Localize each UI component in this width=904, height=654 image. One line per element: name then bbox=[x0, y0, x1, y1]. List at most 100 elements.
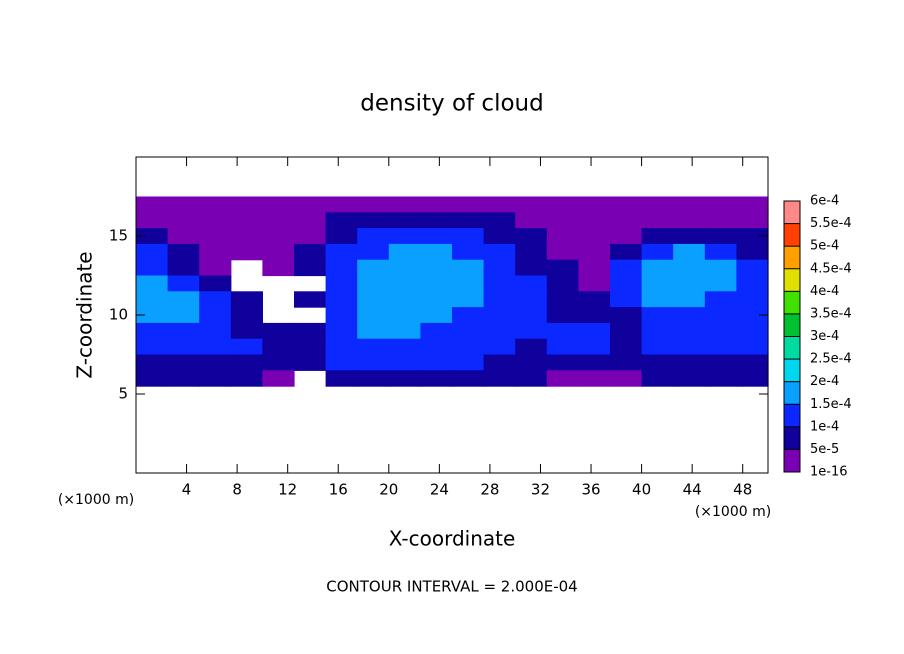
field-cell bbox=[357, 370, 390, 387]
field-cell bbox=[357, 196, 390, 213]
field-cell bbox=[388, 322, 421, 340]
x-tick-label: 32 bbox=[531, 481, 550, 499]
field-cell bbox=[230, 370, 263, 387]
field-cell bbox=[610, 338, 643, 356]
field-cell bbox=[515, 354, 548, 371]
y-tick-label: 15 bbox=[109, 227, 128, 245]
field-cell bbox=[325, 338, 358, 356]
field-cell bbox=[420, 291, 453, 308]
field-cell bbox=[610, 212, 643, 229]
field-cell bbox=[546, 291, 579, 308]
field-cell bbox=[199, 370, 232, 387]
field-cell bbox=[546, 243, 579, 261]
field-cell bbox=[167, 370, 200, 387]
field-cell bbox=[199, 307, 232, 324]
field-cell bbox=[420, 322, 453, 340]
field-cell bbox=[136, 228, 169, 245]
field-cell bbox=[641, 275, 674, 292]
field-cell bbox=[167, 275, 200, 292]
colorbar-label: 3e-4 bbox=[810, 329, 839, 344]
field-cell bbox=[262, 196, 295, 213]
field-cell bbox=[325, 370, 358, 387]
field-cell bbox=[452, 322, 485, 340]
field-cell bbox=[641, 370, 674, 387]
field-cell bbox=[673, 228, 706, 245]
field-cell bbox=[546, 196, 579, 213]
field-cell bbox=[673, 338, 706, 356]
field-cell bbox=[262, 243, 295, 261]
field-cell bbox=[546, 322, 579, 340]
field-cell bbox=[736, 370, 769, 387]
field-cell bbox=[325, 322, 358, 340]
field-cell bbox=[578, 354, 611, 371]
field-cell bbox=[167, 196, 200, 213]
field-cell bbox=[546, 338, 579, 356]
field-cell bbox=[610, 228, 643, 245]
field-cell bbox=[641, 212, 674, 229]
field-cell bbox=[736, 322, 769, 340]
field-cell bbox=[262, 212, 295, 229]
x-tick-label: 12 bbox=[278, 481, 297, 499]
field-cell bbox=[610, 275, 643, 292]
field-cell bbox=[452, 338, 485, 356]
field-cell bbox=[357, 291, 390, 308]
field-cell bbox=[704, 307, 737, 324]
field-cell bbox=[736, 196, 769, 213]
colorbar-label: 4.5e-4 bbox=[810, 261, 852, 276]
colorbar-band bbox=[784, 246, 800, 269]
colorbar-band bbox=[784, 223, 800, 247]
field-cell bbox=[610, 196, 643, 213]
field-cell bbox=[167, 291, 200, 308]
field-cell bbox=[704, 228, 737, 245]
field-cell bbox=[325, 354, 358, 371]
field-cell bbox=[420, 228, 453, 245]
field-cell bbox=[388, 243, 421, 261]
field-cell bbox=[483, 322, 516, 340]
field-cell bbox=[136, 322, 169, 340]
x-unit-label: (×1000 m) bbox=[695, 504, 771, 520]
field-cell bbox=[357, 243, 390, 261]
field-cell bbox=[483, 228, 516, 245]
field-cell bbox=[704, 275, 737, 292]
field-cell bbox=[167, 338, 200, 356]
field-cell bbox=[262, 228, 295, 245]
field-cell bbox=[452, 275, 485, 292]
field-cell bbox=[704, 338, 737, 356]
y-tick-label: 10 bbox=[109, 306, 128, 324]
field-cell bbox=[452, 243, 485, 261]
field-cell bbox=[546, 228, 579, 245]
field-cell bbox=[325, 275, 358, 292]
field-cell bbox=[515, 212, 548, 229]
field-cell bbox=[673, 275, 706, 292]
colorbar-band bbox=[784, 201, 800, 224]
field-cell bbox=[452, 291, 485, 308]
field-cell bbox=[610, 259, 643, 277]
field-cell bbox=[673, 212, 706, 229]
field-cell bbox=[736, 307, 769, 324]
field-cell bbox=[199, 291, 232, 308]
field-cell bbox=[420, 354, 453, 371]
x-tick-label: 20 bbox=[379, 481, 398, 499]
field-cell bbox=[262, 322, 295, 340]
field-cell bbox=[704, 354, 737, 371]
field-cell bbox=[199, 228, 232, 245]
field-cell bbox=[167, 322, 200, 340]
field-cell bbox=[167, 243, 200, 261]
field-cell bbox=[546, 259, 579, 277]
field-cell bbox=[199, 212, 232, 229]
field-cell bbox=[388, 212, 421, 229]
field-cell bbox=[420, 212, 453, 229]
field-cell bbox=[167, 354, 200, 371]
field-cell bbox=[483, 196, 516, 213]
field-cell bbox=[546, 212, 579, 229]
field-cell bbox=[641, 307, 674, 324]
field-cell bbox=[641, 228, 674, 245]
field-cell bbox=[199, 196, 232, 213]
field-cell bbox=[420, 307, 453, 324]
field-cell bbox=[578, 307, 611, 324]
colorbar-label: 6e-4 bbox=[810, 194, 839, 209]
field-cell bbox=[325, 291, 358, 308]
colorbar-label: 1e-16 bbox=[810, 465, 848, 480]
x-tick-label: 44 bbox=[683, 481, 702, 499]
